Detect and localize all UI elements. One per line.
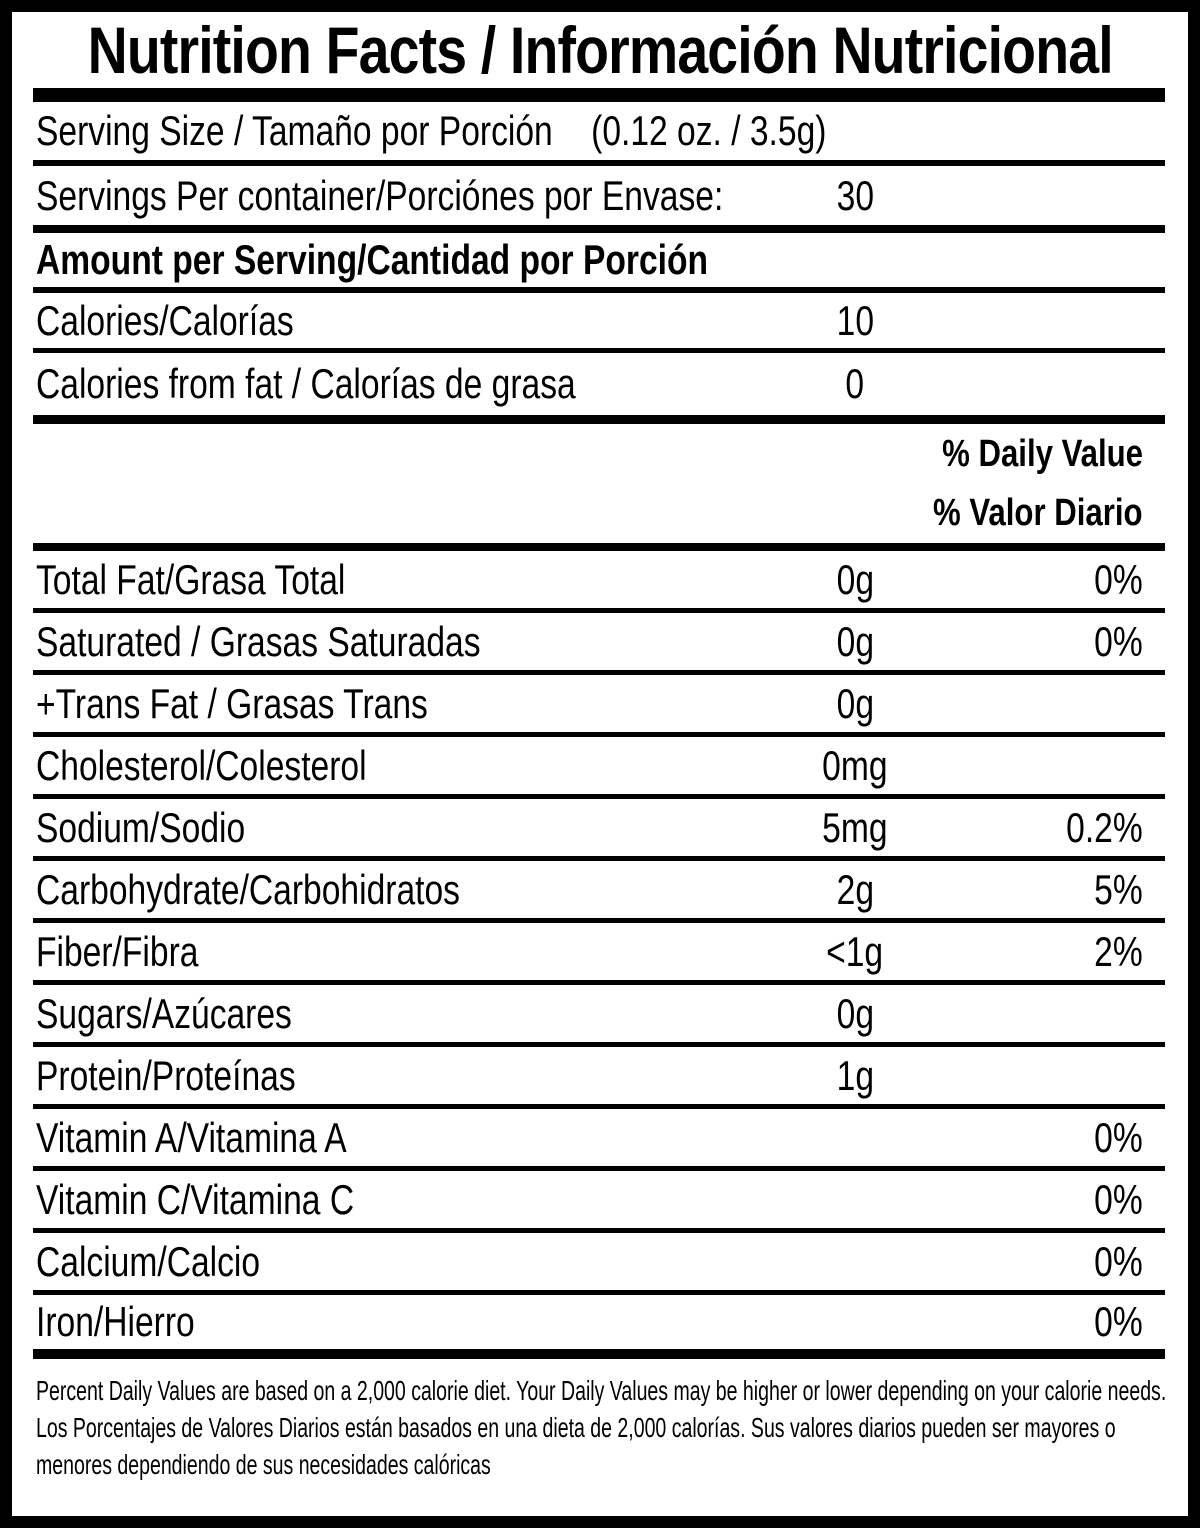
label-title: Nutrition Facts / Información Nutriciona…	[87, 13, 1113, 87]
nutrient-pct: 5%	[1094, 865, 1143, 913]
nutrient-row-fiber: Fiber/Fibra <1g 2%	[33, 923, 1165, 985]
nutrient-label: Vitamin C/Vitamina C	[36, 1175, 355, 1223]
nutrient-pct: 2%	[1094, 927, 1143, 975]
nutrient-label: Carbohydrate/Carbohidratos	[36, 865, 460, 913]
nutrient-pct: 0%	[1094, 1298, 1143, 1345]
nutrient-pct: 0%	[1094, 1175, 1143, 1223]
nutrient-value: 0g	[836, 679, 874, 727]
nutrient-pct: 0%	[1094, 1113, 1143, 1161]
nutrient-value: 5mg	[822, 803, 888, 851]
nutrient-pct: 0%	[1094, 1237, 1143, 1285]
nutrient-value: 0g	[836, 555, 874, 603]
amount-per-serving-header-row: Amount per Serving/Cantidad por Porción	[33, 233, 1165, 293]
servings-per-container-label: Servings Per container/Porciónes por Env…	[36, 171, 724, 219]
servings-per-container-row: Servings Per container/Porciónes por Env…	[33, 166, 1165, 233]
nutrient-label: Protein/Proteínas	[36, 1051, 296, 1099]
footnotes: Percent Daily Values are based on a 2,00…	[12, 1359, 1188, 1483]
amount-per-serving-header: Amount per Serving/Cantidad por Porción	[36, 236, 709, 283]
nutrient-pct: 0%	[1094, 617, 1143, 665]
calories-from-fat-label: Calories from fat / Calorías de grasa	[36, 360, 576, 407]
nutrient-value: 2g	[836, 865, 874, 913]
nutrient-label: Total Fat/Grasa Total	[36, 555, 346, 603]
nutrient-row-sodium: Sodium/Sodio 5mg 0.2%	[33, 799, 1165, 861]
daily-value-header-es: % Valor Diario	[933, 492, 1143, 534]
nutrient-pct: 0.2%	[1066, 803, 1143, 851]
nutrient-label: Sodium/Sodio	[36, 803, 246, 851]
nutrient-label: Iron/Hierro	[36, 1298, 195, 1345]
nutrient-value: 0g	[836, 617, 874, 665]
nutrient-label: Saturated / Grasas Saturadas	[36, 617, 481, 665]
nutrient-label: Cholesterol/Colesterol	[36, 741, 367, 789]
nutrient-value: 0g	[836, 989, 874, 1037]
nutrient-row-vitamin-a: Vitamin A/Vitamina A 0%	[33, 1109, 1165, 1171]
daily-value-header-en-row: % Daily Value	[33, 424, 1165, 484]
title-divider-bar	[33, 88, 1165, 102]
footnote-spanish: Los Porcentajes de Valores Diarios están…	[36, 1412, 1116, 1480]
calories-label: Calories/Calorías	[36, 296, 294, 344]
nutrient-row-protein: Protein/Proteínas 1g	[33, 1047, 1165, 1109]
nutrient-row-iron: Iron/Hierro 0%	[33, 1295, 1165, 1359]
nutrient-label: Fiber/Fibra	[36, 927, 199, 975]
calories-value: 10	[836, 296, 874, 344]
nutrient-label: Sugars/Azúcares	[36, 989, 292, 1037]
nutrient-row-cholesterol: Cholesterol/Colesterol 0mg	[33, 737, 1165, 799]
serving-size-row: Serving Size / Tamaño por Porción (0.12 o…	[33, 102, 1165, 166]
footnote-english: Percent Daily Values are based on a 2,00…	[36, 1375, 1167, 1406]
nutrient-label: Vitamin A/Vitamina A	[36, 1113, 347, 1161]
nutrient-row-carbohydrate: Carbohydrate/Carbohidratos 2g 5%	[33, 861, 1165, 923]
calories-from-fat-value: 0	[845, 360, 865, 407]
nutrient-pct: 0%	[1094, 555, 1143, 603]
nutrient-value: 1g	[836, 1051, 874, 1099]
nutrient-row-sugars: Sugars/Azúcares 0g	[33, 985, 1165, 1047]
nutrient-label: Calcium/Calcio	[36, 1237, 261, 1285]
nutrient-row-saturated-fat: Saturated / Grasas Saturadas 0g 0%	[33, 613, 1165, 675]
nutrient-row-total-fat: Total Fat/Grasa Total 0g 0%	[33, 551, 1165, 613]
daily-value-header-es-row: % Valor Diario	[33, 484, 1165, 551]
nutrient-row-calcium: Calcium/Calcio 0%	[33, 1233, 1165, 1295]
calories-from-fat-row: Calories from fat / Calorías de grasa 0	[33, 353, 1165, 424]
serving-size-value: (0.12 oz. / 3.5g)	[591, 107, 827, 154]
serving-size-label: Serving Size / Tamaño por Porción	[36, 107, 553, 154]
nutrient-row-trans-fat: +Trans Fat / Grasas Trans 0g	[33, 675, 1165, 737]
nutrient-label: +Trans Fat / Grasas Trans	[36, 679, 428, 727]
label-title-row: Nutrition Facts / Información Nutriciona…	[12, 12, 1188, 88]
nutrient-row-vitamin-c: Vitamin C/Vitamina C 0%	[33, 1171, 1165, 1233]
daily-value-header-en: % Daily Value	[942, 432, 1143, 475]
nutrient-value: 0mg	[822, 741, 888, 789]
servings-per-container-value: 30	[836, 171, 874, 219]
calories-row: Calories/Calorías 10	[33, 293, 1165, 353]
serving-size-group: Serving Size / Tamaño por Porción (0.12 o…	[36, 107, 826, 155]
nutrient-value: <1g	[826, 927, 884, 975]
